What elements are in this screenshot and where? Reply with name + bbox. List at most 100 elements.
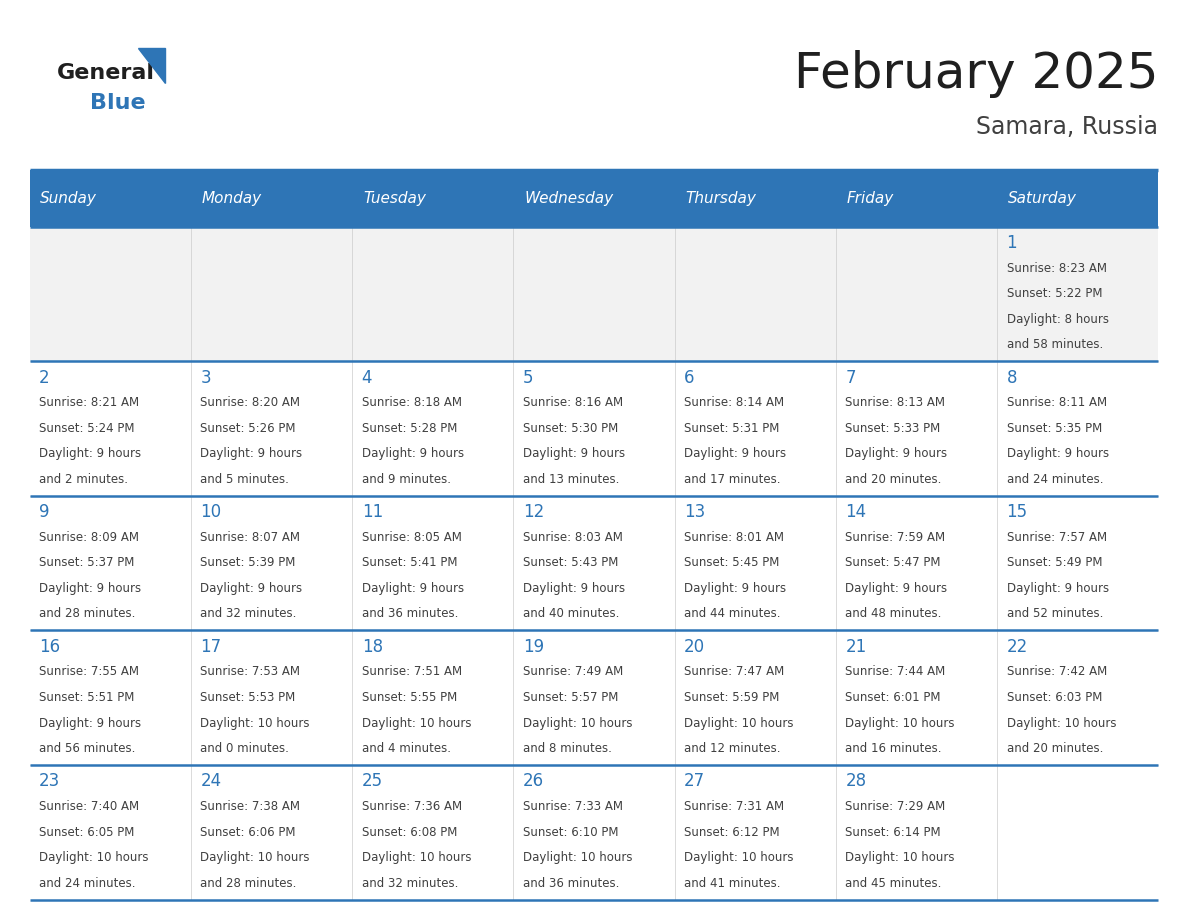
- Text: 25: 25: [361, 772, 383, 790]
- Text: Tuesday: Tuesday: [362, 191, 425, 206]
- Text: Sunrise: 8:11 AM: Sunrise: 8:11 AM: [1006, 397, 1107, 409]
- Text: Daylight: 10 hours: Daylight: 10 hours: [1006, 717, 1116, 730]
- Text: Blue: Blue: [90, 93, 146, 113]
- Text: and 17 minutes.: and 17 minutes.: [684, 473, 781, 486]
- Bar: [30, 631, 191, 765]
- Text: 19: 19: [523, 638, 544, 655]
- Text: Sunrise: 8:20 AM: Sunrise: 8:20 AM: [201, 397, 301, 409]
- Text: Sunrise: 8:23 AM: Sunrise: 8:23 AM: [1006, 262, 1106, 274]
- Bar: [675, 362, 836, 496]
- Text: Sunset: 6:08 PM: Sunset: 6:08 PM: [361, 825, 457, 838]
- Text: Sunset: 5:47 PM: Sunset: 5:47 PM: [846, 556, 941, 569]
- Text: 11: 11: [361, 503, 383, 521]
- Text: Sunset: 5:59 PM: Sunset: 5:59 PM: [684, 691, 779, 704]
- Text: Sunset: 6:10 PM: Sunset: 6:10 PM: [523, 825, 619, 838]
- Bar: [836, 170, 997, 227]
- Text: Sunrise: 8:16 AM: Sunrise: 8:16 AM: [523, 397, 623, 409]
- Text: Daylight: 9 hours: Daylight: 9 hours: [201, 582, 303, 595]
- Text: Sunset: 5:31 PM: Sunset: 5:31 PM: [684, 421, 779, 435]
- Bar: [191, 631, 352, 765]
- Text: Daylight: 10 hours: Daylight: 10 hours: [201, 851, 310, 864]
- Bar: [675, 765, 836, 900]
- Text: Sunset: 5:57 PM: Sunset: 5:57 PM: [523, 691, 618, 704]
- Text: 20: 20: [684, 638, 706, 655]
- Text: Sunset: 6:14 PM: Sunset: 6:14 PM: [846, 825, 941, 838]
- Text: and 56 minutes.: and 56 minutes.: [39, 742, 135, 756]
- Text: and 24 minutes.: and 24 minutes.: [1006, 473, 1104, 486]
- Text: Sunset: 6:05 PM: Sunset: 6:05 PM: [39, 825, 134, 838]
- Text: Sunrise: 7:47 AM: Sunrise: 7:47 AM: [684, 666, 784, 678]
- Text: and 32 minutes.: and 32 minutes.: [201, 608, 297, 621]
- Bar: [997, 170, 1158, 227]
- Text: Sunrise: 7:51 AM: Sunrise: 7:51 AM: [361, 666, 462, 678]
- Text: Sunrise: 7:53 AM: Sunrise: 7:53 AM: [201, 666, 301, 678]
- Text: Sunset: 6:03 PM: Sunset: 6:03 PM: [1006, 691, 1102, 704]
- Text: Sunset: 6:06 PM: Sunset: 6:06 PM: [201, 825, 296, 838]
- Text: Daylight: 9 hours: Daylight: 9 hours: [39, 447, 141, 460]
- Text: Daylight: 10 hours: Daylight: 10 hours: [684, 851, 794, 864]
- Text: Daylight: 10 hours: Daylight: 10 hours: [201, 717, 310, 730]
- Text: Daylight: 10 hours: Daylight: 10 hours: [361, 717, 472, 730]
- Text: Sunrise: 8:18 AM: Sunrise: 8:18 AM: [361, 397, 462, 409]
- Bar: [997, 227, 1158, 362]
- Text: and 20 minutes.: and 20 minutes.: [846, 473, 942, 486]
- Bar: [513, 496, 675, 631]
- Text: Sunrise: 7:42 AM: Sunrise: 7:42 AM: [1006, 666, 1107, 678]
- Text: Sunrise: 7:38 AM: Sunrise: 7:38 AM: [201, 800, 301, 813]
- Text: 16: 16: [39, 638, 61, 655]
- Text: Daylight: 9 hours: Daylight: 9 hours: [361, 447, 463, 460]
- Text: and 44 minutes.: and 44 minutes.: [684, 608, 781, 621]
- Bar: [513, 227, 675, 362]
- Text: 14: 14: [846, 503, 866, 521]
- Bar: [191, 496, 352, 631]
- Text: and 12 minutes.: and 12 minutes.: [684, 742, 781, 756]
- Text: and 58 minutes.: and 58 minutes.: [1006, 339, 1102, 352]
- Bar: [836, 496, 997, 631]
- Text: Sunset: 5:41 PM: Sunset: 5:41 PM: [361, 556, 457, 569]
- Text: 27: 27: [684, 772, 706, 790]
- Text: and 28 minutes.: and 28 minutes.: [39, 608, 135, 621]
- Text: and 45 minutes.: and 45 minutes.: [846, 877, 942, 890]
- Text: Daylight: 9 hours: Daylight: 9 hours: [523, 582, 625, 595]
- Text: Sunrise: 7:40 AM: Sunrise: 7:40 AM: [39, 800, 139, 813]
- Bar: [352, 170, 513, 227]
- Bar: [997, 765, 1158, 900]
- Text: Thursday: Thursday: [685, 191, 757, 206]
- Bar: [997, 362, 1158, 496]
- Text: 26: 26: [523, 772, 544, 790]
- Text: 1: 1: [1006, 234, 1017, 252]
- Bar: [352, 496, 513, 631]
- Text: 7: 7: [846, 369, 855, 386]
- Text: Daylight: 9 hours: Daylight: 9 hours: [523, 447, 625, 460]
- Text: 21: 21: [846, 638, 866, 655]
- Text: Sunset: 5:28 PM: Sunset: 5:28 PM: [361, 421, 457, 435]
- Text: 4: 4: [361, 369, 372, 386]
- Text: 22: 22: [1006, 638, 1028, 655]
- Text: Sunset: 5:45 PM: Sunset: 5:45 PM: [684, 556, 779, 569]
- Text: Daylight: 9 hours: Daylight: 9 hours: [846, 582, 948, 595]
- Bar: [30, 362, 191, 496]
- Text: 5: 5: [523, 369, 533, 386]
- Text: General: General: [57, 62, 154, 83]
- Text: Sunset: 5:22 PM: Sunset: 5:22 PM: [1006, 287, 1102, 300]
- Text: Daylight: 10 hours: Daylight: 10 hours: [39, 851, 148, 864]
- Text: Sunrise: 7:33 AM: Sunrise: 7:33 AM: [523, 800, 623, 813]
- Text: and 24 minutes.: and 24 minutes.: [39, 877, 135, 890]
- Text: and 20 minutes.: and 20 minutes.: [1006, 742, 1102, 756]
- Text: 13: 13: [684, 503, 706, 521]
- Text: Sunrise: 8:14 AM: Sunrise: 8:14 AM: [684, 397, 784, 409]
- Text: Daylight: 9 hours: Daylight: 9 hours: [1006, 447, 1108, 460]
- Text: Sunrise: 8:01 AM: Sunrise: 8:01 AM: [684, 531, 784, 543]
- Text: and 2 minutes.: and 2 minutes.: [39, 473, 128, 486]
- Text: Sunrise: 8:09 AM: Sunrise: 8:09 AM: [39, 531, 139, 543]
- Text: Sunset: 5:26 PM: Sunset: 5:26 PM: [201, 421, 296, 435]
- Text: Sunset: 5:43 PM: Sunset: 5:43 PM: [523, 556, 618, 569]
- Text: 6: 6: [684, 369, 695, 386]
- Text: Sunset: 5:24 PM: Sunset: 5:24 PM: [39, 421, 134, 435]
- Bar: [30, 227, 191, 362]
- Text: and 9 minutes.: and 9 minutes.: [361, 473, 450, 486]
- Text: Samara, Russia: Samara, Russia: [977, 115, 1158, 139]
- Text: and 0 minutes.: and 0 minutes.: [201, 742, 290, 756]
- Bar: [352, 227, 513, 362]
- Text: Sunday: Sunday: [40, 191, 97, 206]
